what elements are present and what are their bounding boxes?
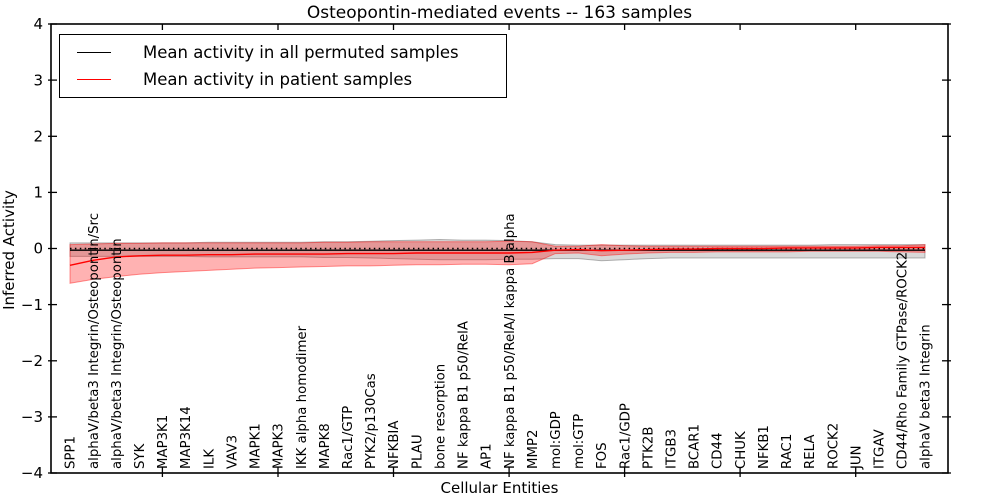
legend-label-permuted: Mean activity in all permuted samples: [143, 43, 459, 62]
x-tick-label: PYK2/p130Cas: [364, 373, 379, 469]
x-tick-label: bone resorption: [433, 364, 448, 469]
x-tick-label: RELA: [803, 435, 818, 469]
x-tick-label: NFKBIA: [387, 421, 402, 469]
x-tick-label: PTK2B: [641, 427, 656, 469]
x-tick-label: JUN: [849, 445, 864, 470]
legend-entry-patient: Mean activity in patient samples: [77, 70, 506, 89]
x-tick-label: mol:GTP: [572, 414, 587, 469]
x-tick-label: ITGAV: [873, 429, 888, 469]
y-tick-label: 3: [33, 71, 43, 89]
chart-title: Osteopontin-mediated events -- 163 sampl…: [306, 3, 693, 23]
x-tick-label: NF kappa B1 p50/RelA: [457, 321, 472, 469]
x-tick-label: FOS: [595, 442, 610, 469]
y-tick-label: −3: [21, 408, 43, 426]
x-tick-label: CHUK: [734, 431, 749, 469]
x-tick-label: MMP2: [526, 430, 541, 469]
x-tick-label: Rac1/GDP: [618, 403, 633, 469]
x-tick-label: NF kappa B1 p50/RelA/I kappa B alpha: [503, 213, 518, 469]
patient-band: [69, 240, 926, 284]
x-tick-label: IKK alpha homodimer: [295, 325, 310, 469]
y-tick-label: 1: [33, 184, 43, 202]
x-tick-label: alphaV beta3 Integrin: [919, 324, 934, 469]
y-tick-label: 4: [33, 15, 43, 33]
x-tick-label: ROCK2: [826, 423, 841, 469]
x-tick-label: MAPK3: [272, 423, 287, 469]
y-tick-label: 0: [33, 240, 43, 258]
x-tick-label: VAV3: [226, 435, 241, 469]
x-tick-label: BCAR1: [688, 424, 703, 469]
x-tick-label: MAP3K1: [156, 415, 171, 469]
x-tick-label: MAP3K14: [179, 406, 194, 469]
patient-mean-line: [69, 246, 925, 266]
permuted-line-swatch: [77, 52, 111, 53]
legend-entry-permuted: Mean activity in all permuted samples: [77, 43, 506, 62]
y-tick-label: 2: [33, 127, 43, 145]
x-tick-label: MAPK1: [249, 423, 264, 469]
x-axis-label: Cellular Entities: [440, 479, 559, 497]
x-tick-label: Rac1/GTP: [341, 406, 356, 469]
x-tick-label: CD44/Rho Family GTPase/ROCK2: [896, 252, 911, 469]
y-tick-label: −1: [21, 296, 43, 314]
x-tick-label: alphaV/beta3 Integrin/Osteopontin/Src: [87, 213, 102, 469]
y-tick-label: −4: [21, 464, 43, 482]
y-tick-label: −2: [21, 352, 43, 370]
legend: Mean activity in all permuted samples Me…: [59, 34, 507, 98]
x-tick-label: PLAU: [410, 434, 425, 469]
x-tick-label: SPP1: [64, 436, 79, 469]
x-tick-label: SYK: [133, 443, 148, 469]
x-tick-label: ILK: [202, 449, 217, 469]
x-tick-label: RAC1: [780, 434, 795, 469]
x-tick-label: mol:GDP: [549, 411, 564, 469]
x-tick-label: ITGB3: [665, 429, 680, 469]
x-tick-label: MAPK8: [318, 423, 333, 469]
x-tick-label: alphaV/beta3 Integrin/Osteopontin: [110, 238, 125, 469]
y-axis-label: Inferred Activity: [0, 190, 18, 310]
x-tick-label: NFKB1: [757, 425, 772, 469]
x-tick-label: CD44: [711, 433, 726, 469]
x-tick-label: AP1: [480, 443, 495, 469]
patient-line-swatch: [77, 79, 111, 80]
legend-label-patient: Mean activity in patient samples: [143, 70, 413, 89]
